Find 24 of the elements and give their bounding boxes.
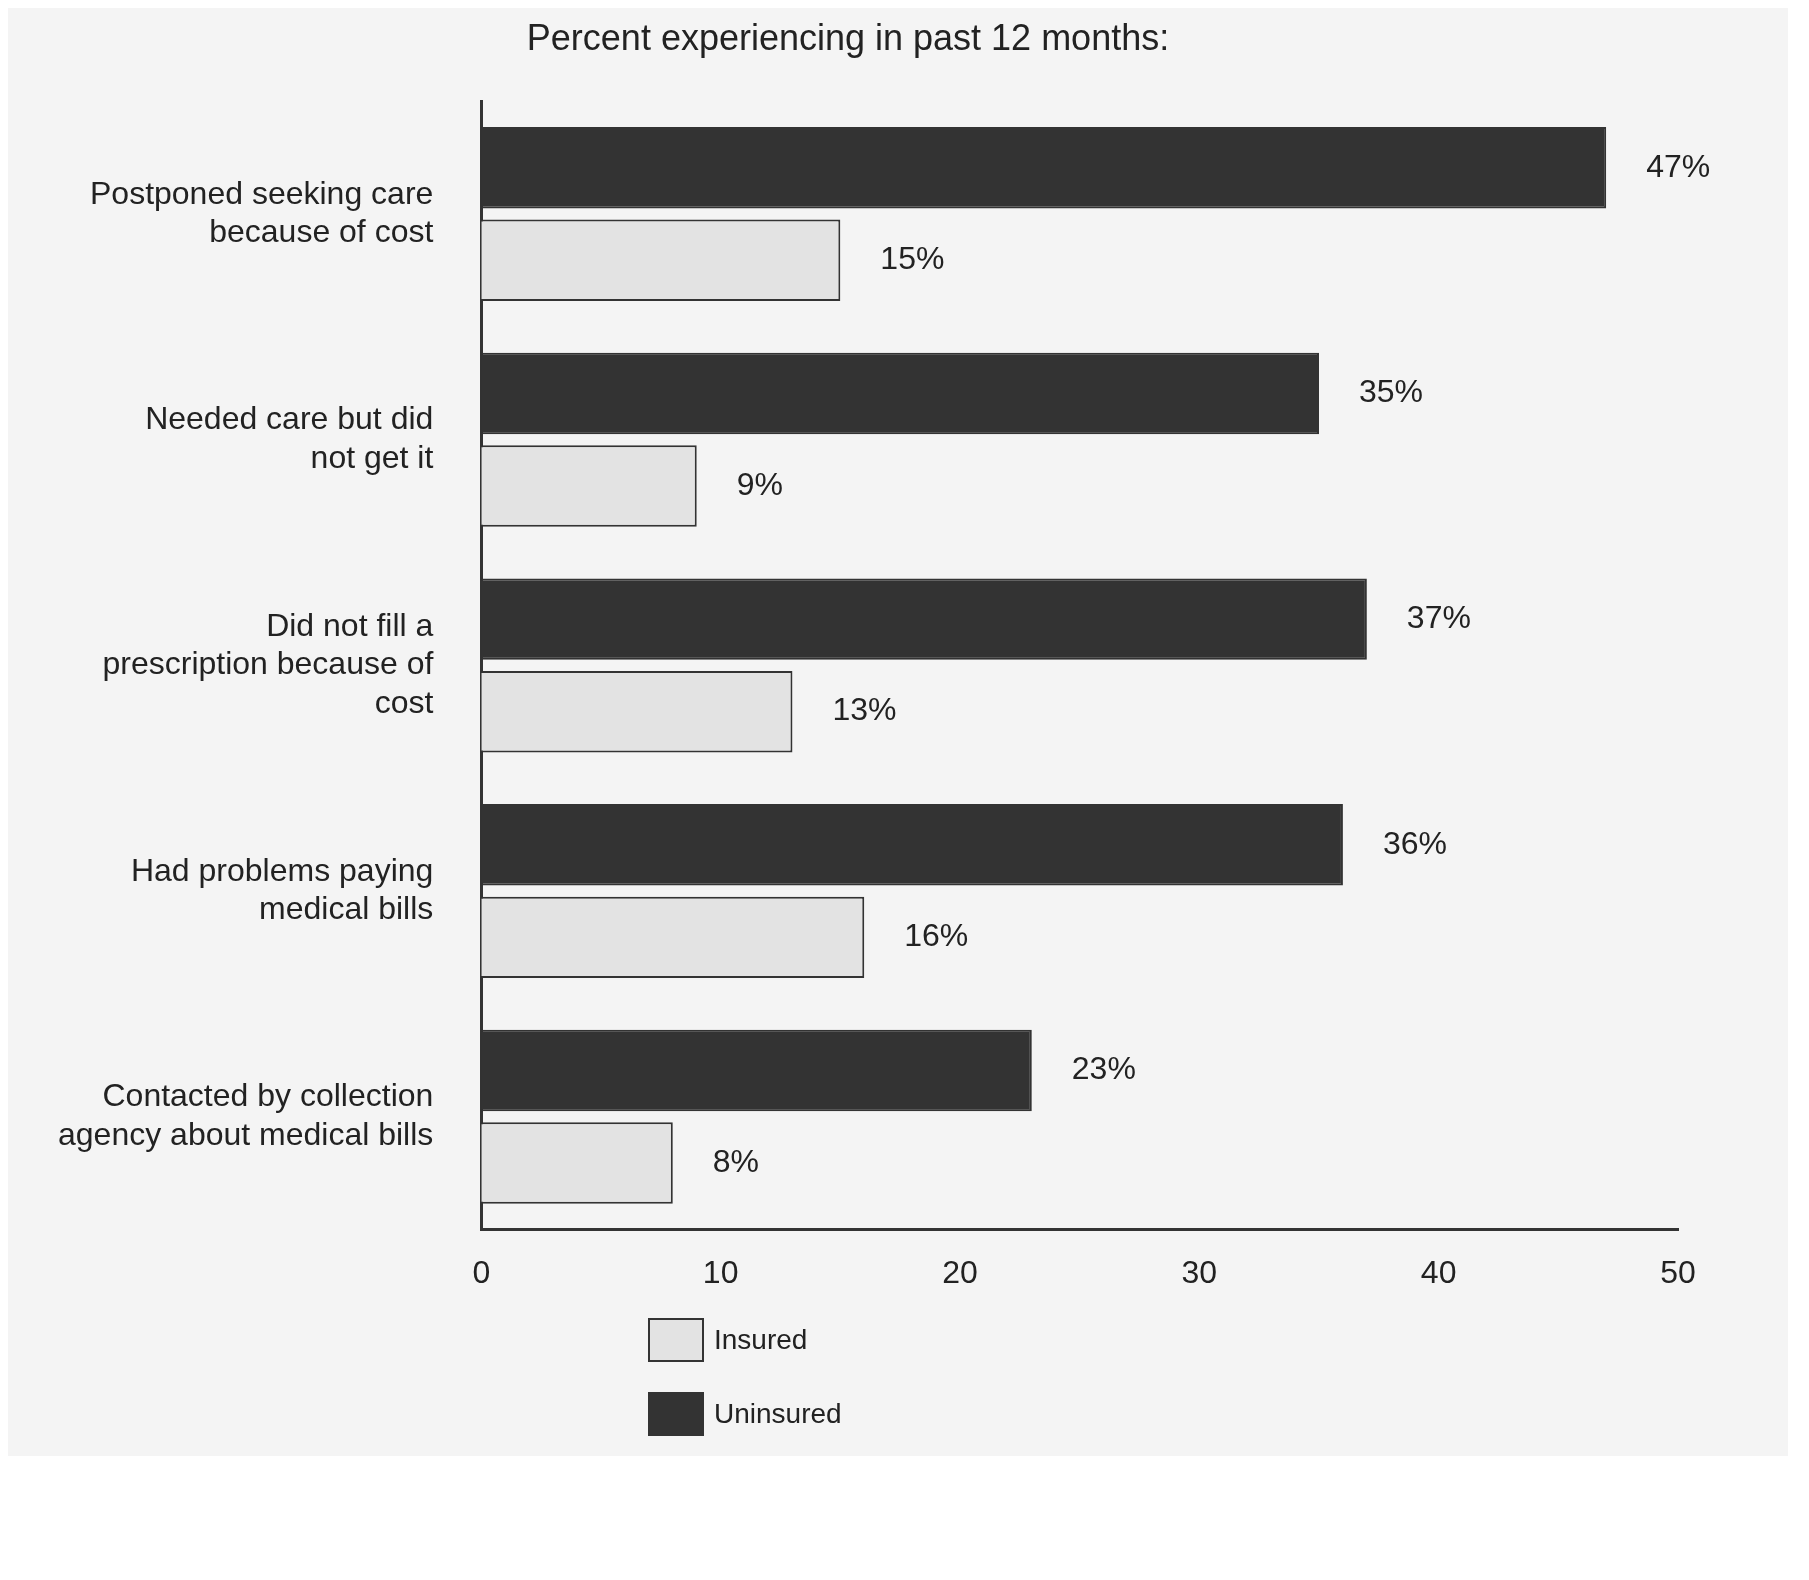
chart-title: Percent experiencing in past 12 months: bbox=[526, 16, 1170, 58]
y-tick-label: Postponed seeking care because of cost bbox=[89, 174, 434, 250]
y-tick-label: Had problems paying medical bills bbox=[130, 851, 434, 927]
y-tick-label: Contacted by collection agency about medical bills bbox=[58, 1077, 434, 1152]
x-tick-label: 20 bbox=[942, 1253, 978, 1290]
x-tick-label: 50 bbox=[1660, 1253, 1696, 1290]
data-label: 15% bbox=[880, 240, 945, 277]
data-label: 9% bbox=[736, 465, 783, 502]
legend-label: Uninsured bbox=[714, 1398, 842, 1430]
y-tick-label: Needed care but did not get it bbox=[145, 400, 434, 475]
legend-label: Insured bbox=[714, 1324, 808, 1356]
x-tick-label: 40 bbox=[1420, 1253, 1457, 1290]
data-label: 13% bbox=[832, 691, 897, 728]
y-tick-label: Did not fill a prescription because of cost bbox=[102, 606, 434, 720]
data-label: 37% bbox=[1406, 598, 1471, 635]
data-label: 35% bbox=[1359, 373, 1424, 410]
data-label: 8% bbox=[712, 1142, 760, 1179]
x-tick-label: 10 bbox=[702, 1253, 739, 1290]
data-label: 47% bbox=[1646, 147, 1711, 184]
data-label: 23% bbox=[1071, 1050, 1136, 1087]
data-label: 16% bbox=[904, 917, 969, 954]
x-tick-label: 30 bbox=[1181, 1253, 1218, 1290]
data-label: 36% bbox=[1382, 824, 1447, 861]
x-tick-label: 0 bbox=[472, 1253, 491, 1290]
